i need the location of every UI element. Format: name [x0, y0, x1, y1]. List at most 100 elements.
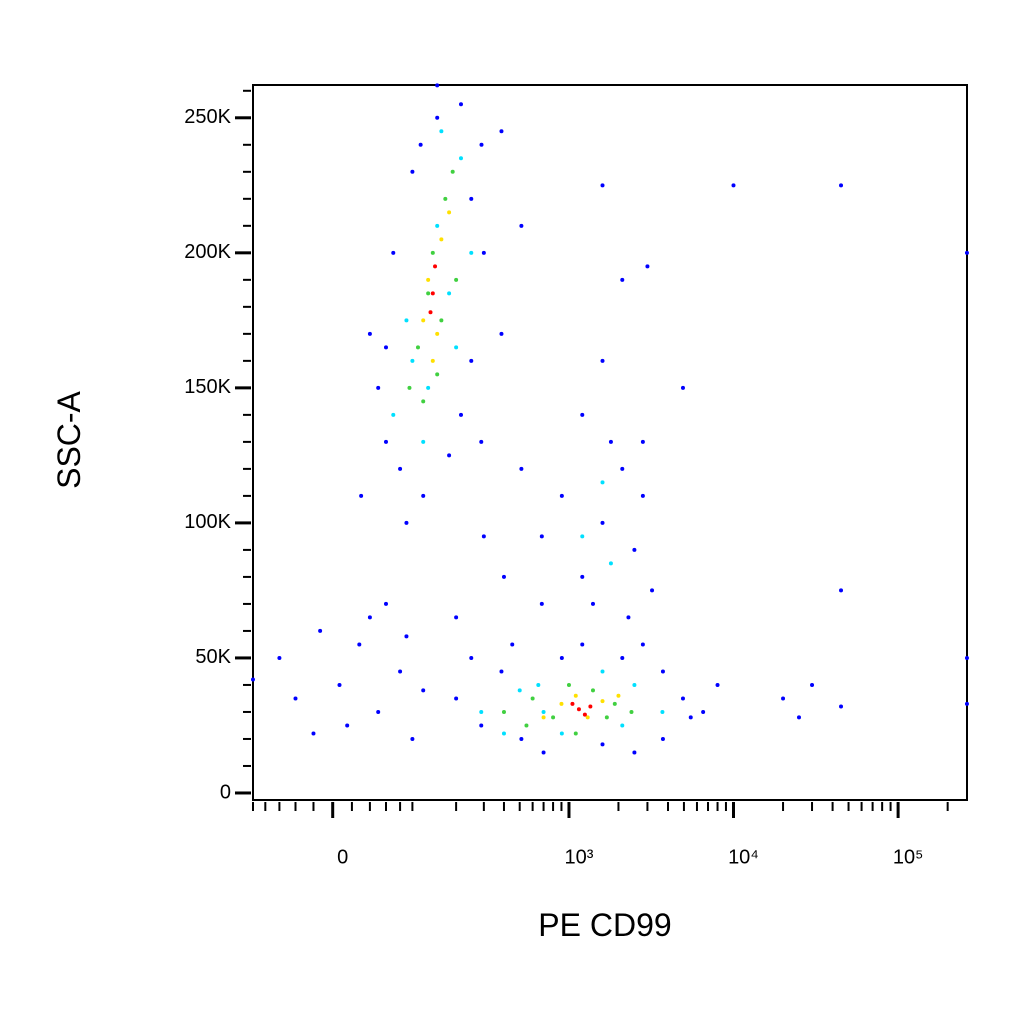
point: [345, 723, 350, 728]
point: [430, 358, 435, 363]
point: [391, 250, 396, 255]
point: [620, 723, 625, 728]
x-tick-label: 10⁴: [728, 846, 759, 868]
point: [580, 534, 585, 539]
point: [629, 709, 634, 714]
point: [524, 723, 529, 728]
point: [570, 701, 575, 706]
point: [964, 701, 969, 706]
point: [367, 615, 372, 620]
y-tick-label: 250K: [184, 106, 231, 128]
point: [566, 682, 571, 687]
point: [481, 534, 486, 539]
point: [447, 210, 452, 215]
point: [620, 466, 625, 471]
point: [541, 715, 546, 720]
point: [426, 277, 431, 282]
point: [839, 183, 844, 188]
point: [701, 709, 706, 714]
point: [541, 709, 546, 714]
point: [650, 588, 655, 593]
point: [410, 169, 415, 174]
point: [964, 655, 969, 660]
point: [600, 520, 605, 525]
point: [600, 358, 605, 363]
point: [660, 736, 665, 741]
point: [421, 493, 426, 498]
point: [430, 291, 435, 296]
point: [530, 696, 535, 701]
point: [580, 412, 585, 417]
point: [447, 291, 452, 296]
point: [447, 453, 452, 458]
point: [612, 701, 617, 706]
point: [398, 669, 403, 674]
point: [439, 318, 444, 323]
point: [407, 385, 412, 390]
point: [359, 493, 364, 498]
point: [426, 291, 431, 296]
point: [293, 696, 298, 701]
point: [418, 142, 423, 147]
point: [796, 715, 801, 720]
point: [519, 223, 524, 228]
point: [573, 693, 578, 698]
point: [660, 709, 665, 714]
point: [810, 682, 815, 687]
point: [421, 688, 426, 693]
point: [519, 736, 524, 741]
point: [479, 709, 484, 714]
point: [590, 601, 595, 606]
point: [608, 439, 613, 444]
point: [404, 520, 409, 525]
point: [311, 731, 316, 736]
point: [573, 731, 578, 736]
point: [501, 709, 506, 714]
y-tick-label: 100K: [184, 511, 231, 533]
point: [616, 693, 621, 698]
point: [501, 731, 506, 736]
point: [421, 318, 426, 323]
y-tick-label: 50K: [195, 646, 231, 668]
point: [415, 345, 420, 350]
point: [404, 318, 409, 323]
point: [421, 399, 426, 404]
point: [620, 277, 625, 282]
point: [251, 677, 255, 682]
point: [781, 696, 786, 701]
point: [398, 466, 403, 471]
point: [640, 493, 645, 498]
point: [580, 642, 585, 647]
point: [688, 715, 693, 720]
point: [499, 129, 504, 134]
x-tick-label: 0: [337, 846, 348, 868]
point: [559, 701, 564, 706]
point: [680, 385, 685, 390]
point: [620, 655, 625, 660]
point: [450, 169, 455, 174]
point: [454, 615, 459, 620]
x-tick-label: 10³: [565, 846, 594, 868]
point: [582, 712, 587, 717]
point: [590, 688, 595, 693]
point: [410, 736, 415, 741]
point: [499, 331, 504, 336]
point: [383, 345, 388, 350]
point: [731, 183, 736, 188]
y-axis-title: SSC-A: [51, 390, 87, 488]
point: [443, 196, 448, 201]
point: [439, 237, 444, 242]
point: [318, 628, 323, 633]
y-tick-label: 0: [220, 781, 231, 803]
point: [454, 345, 459, 350]
point: [383, 439, 388, 444]
point: [428, 310, 433, 315]
point: [539, 534, 544, 539]
point: [421, 439, 426, 444]
point: [479, 723, 484, 728]
x-axis-title: PE CD99: [538, 907, 671, 943]
point: [604, 715, 609, 720]
point: [585, 715, 590, 720]
y-tick-label: 200K: [184, 241, 231, 263]
